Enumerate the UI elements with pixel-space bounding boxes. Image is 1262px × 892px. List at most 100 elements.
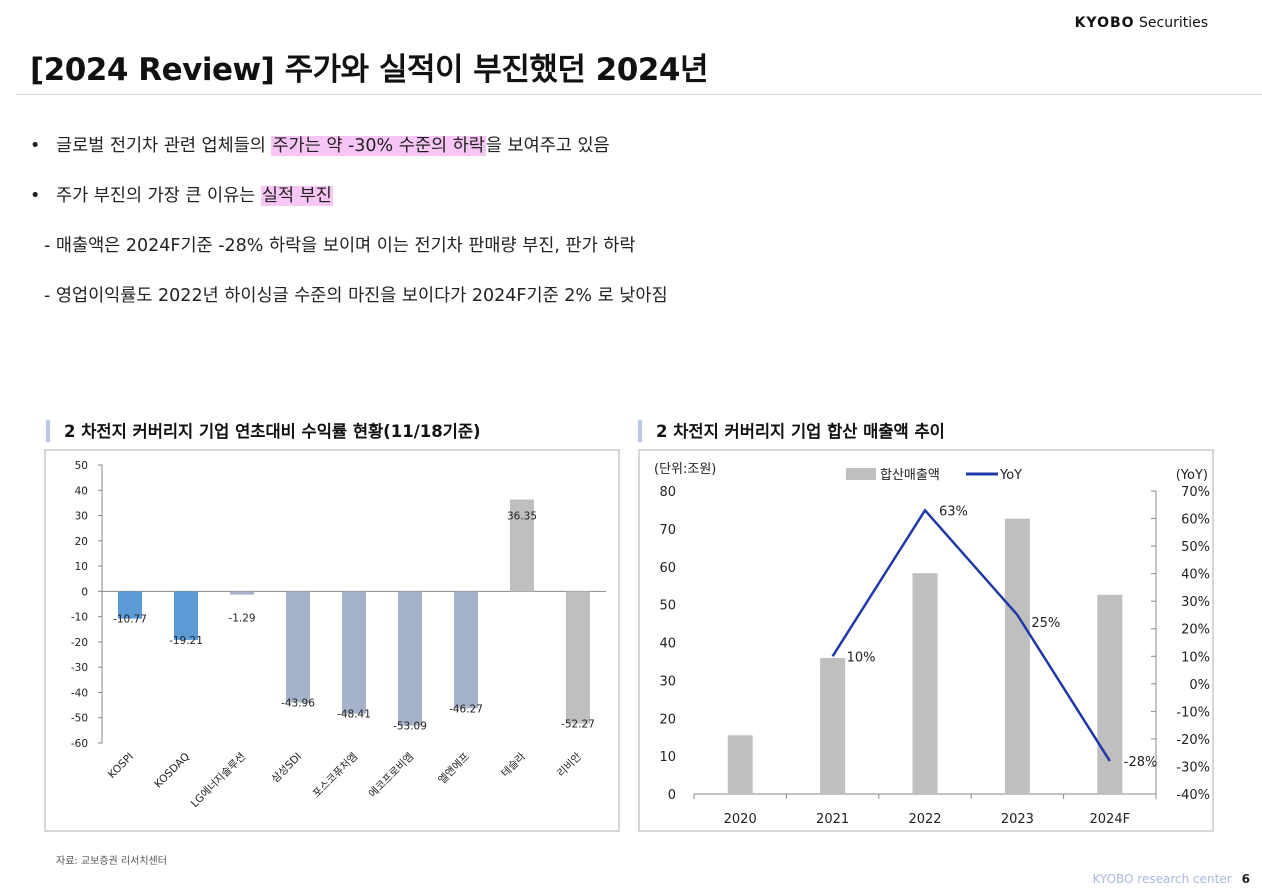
title-divider bbox=[16, 94, 1262, 95]
left-tick-label: 40 bbox=[659, 637, 676, 652]
x-tick-label: 2020 bbox=[724, 812, 757, 827]
bar-2023 bbox=[1004, 518, 1030, 794]
right-tick-label: 30% bbox=[1181, 595, 1210, 610]
title-accent bbox=[46, 419, 50, 442]
right-tick-label: 70% bbox=[1181, 485, 1210, 500]
bar-포스코퓨처엠 bbox=[342, 591, 366, 714]
sub-point: - 매출액은 2024F기준 -28% 하락을 보이며 이는 전기차 판매량 부… bbox=[44, 236, 636, 256]
bullet-item: • 글로벌 전기차 관련 업체들의 주가는 약 -30% 수준의 하락을 보여주고… bbox=[30, 136, 610, 156]
bar-LG에너지솔루션 bbox=[230, 591, 254, 595]
revenue-combo-chart: (단위:조원) (YoY) 합산매출액 YoY 80 70 60 50 40 30 20 10 0 70%… bbox=[654, 462, 1210, 827]
x-tick-label: LG에너지솔루션 bbox=[189, 751, 248, 810]
sub-point: - 영업이익률도 2022년 하이싱글 수준의 마진을 보이다가 2024F기준… bbox=[44, 286, 668, 306]
data-label: 36.35 bbox=[507, 510, 537, 522]
left-tick-label: 20 bbox=[659, 712, 676, 727]
left-tick-label: 30 bbox=[659, 674, 676, 689]
bar-KOSPI bbox=[118, 591, 142, 619]
x-tick-label: 2021 bbox=[816, 812, 849, 827]
y-tick-label: 10 bbox=[75, 561, 88, 573]
data-label: -1.29 bbox=[228, 612, 255, 624]
x-tick-label: 포스코퓨처엠 bbox=[311, 751, 360, 800]
highlight-text: 실적 부진 bbox=[260, 186, 333, 206]
page-title: [2024 Review] 주가와 실적이 부진했던 2024년 bbox=[30, 52, 708, 88]
highlight-text: 주가는 약 -30% 수준의 하락 bbox=[271, 136, 486, 156]
bar-2022 bbox=[912, 573, 938, 794]
left-tick-label: 10 bbox=[659, 750, 676, 765]
right-tick-label: -30% bbox=[1176, 760, 1210, 775]
x-tick-label: 에코프로비엠 bbox=[367, 751, 416, 800]
y-tick-label: 30 bbox=[75, 511, 88, 523]
data-label: -43.96 bbox=[281, 697, 315, 709]
data-label: -46.27 bbox=[449, 703, 483, 715]
page-number: 6 bbox=[1241, 872, 1250, 886]
bar-리비안 bbox=[566, 591, 590, 724]
x-tick-label: 삼성SDI bbox=[269, 751, 304, 786]
left-axis-unit: (단위:조원) bbox=[654, 462, 716, 477]
bullet-marker: • bbox=[30, 136, 41, 156]
bullet-marker: • bbox=[30, 186, 41, 206]
y-tick-label: -50 bbox=[71, 713, 88, 725]
y-tick-label: 50 bbox=[75, 460, 88, 472]
chart2-panel: (단위:조원) (YoY) 합산매출액 YoY 80 70 60 50 40 30 20 10 0 70%… bbox=[638, 449, 1214, 832]
chart1-panel: 50 40 30 20 10 0 -10 -20 -30 -40 -50 -60 -10.77 KOSPI… bbox=[44, 449, 620, 832]
right-tick-label: 0% bbox=[1189, 678, 1210, 693]
bar-테슬라 bbox=[510, 499, 534, 592]
brand-logo: KYOBO Securities bbox=[1074, 15, 1208, 31]
bar-엘앤에프 bbox=[454, 591, 478, 709]
x-tick-label: 2024F bbox=[1090, 812, 1131, 827]
yoy-data-label: -28% bbox=[1124, 755, 1158, 770]
x-tick-label: 엘앤에프 bbox=[436, 750, 473, 787]
footer: KYOBO research center 6 bbox=[1092, 872, 1250, 886]
right-tick-label: -10% bbox=[1176, 705, 1210, 720]
y-tick-label: 40 bbox=[75, 485, 88, 497]
yoy-data-label: 10% bbox=[847, 650, 876, 665]
right-tick-label: 60% bbox=[1181, 513, 1210, 528]
data-label: -48.41 bbox=[337, 709, 371, 721]
chart2-title: 2 차전지 커버리지 기업 합산 매출액 추이 bbox=[638, 418, 945, 444]
x-tick-label: 2022 bbox=[908, 812, 941, 827]
yoy-data-label: 25% bbox=[1031, 616, 1060, 631]
y-tick-label: -30 bbox=[71, 662, 88, 674]
x-tick-label: 2023 bbox=[1001, 812, 1034, 827]
bar-삼성SDI bbox=[286, 591, 310, 703]
source-note: 자료: 교보증권 리서치센터 bbox=[56, 856, 167, 867]
bar-2021 bbox=[820, 658, 846, 794]
y-tick-label: -10 bbox=[71, 612, 88, 624]
returns-bar-chart: 50 40 30 20 10 0 -10 -20 -30 -40 -50 -60 -10.77 KOSPI… bbox=[71, 460, 606, 810]
left-tick-label: 50 bbox=[659, 599, 676, 614]
y-tick-label: -40 bbox=[71, 687, 88, 699]
y-tick-label: -60 bbox=[71, 738, 88, 750]
bar-KOSDAQ bbox=[174, 591, 198, 640]
y-tick-label: 20 bbox=[75, 536, 88, 548]
bar-2024F bbox=[1097, 594, 1123, 794]
x-tick-label: 리비안 bbox=[555, 750, 584, 779]
title-accent bbox=[638, 419, 642, 442]
bullet-item: • 주가 부진의 가장 큰 이유는 실적 부진 bbox=[30, 186, 333, 206]
data-label: -53.09 bbox=[393, 721, 427, 733]
data-label: -19.21 bbox=[169, 635, 203, 647]
chart1-title: 2 차전지 커버리지 기업 연초대비 수익률 현황(11/18기준) bbox=[46, 418, 481, 444]
right-tick-label: 40% bbox=[1181, 568, 1210, 583]
left-tick-label: 60 bbox=[659, 561, 676, 576]
x-tick-label: KOSDAQ bbox=[152, 751, 192, 791]
data-label: -10.77 bbox=[113, 614, 147, 626]
right-tick-label: 20% bbox=[1181, 623, 1210, 638]
right-tick-label: 50% bbox=[1181, 540, 1210, 555]
yoy-line bbox=[831, 508, 1111, 762]
bar-에코프로비엠 bbox=[398, 591, 422, 726]
legend-bar-swatch bbox=[846, 468, 876, 480]
legend-bar-label: 합산매출액 bbox=[880, 468, 940, 483]
left-tick-label: 0 bbox=[668, 788, 676, 803]
left-tick-label: 70 bbox=[659, 523, 676, 538]
right-tick-label: 10% bbox=[1181, 650, 1210, 665]
legend-line-label: YoY bbox=[999, 468, 1022, 483]
x-tick-label: KOSPI bbox=[106, 751, 136, 781]
left-tick-label: 80 bbox=[659, 485, 676, 500]
y-tick-label: 0 bbox=[81, 586, 88, 598]
bar-2020 bbox=[727, 735, 753, 794]
y-tick-label: -20 bbox=[71, 637, 88, 649]
right-tick-label: -20% bbox=[1176, 733, 1210, 748]
yoy-data-label: 63% bbox=[939, 504, 968, 519]
right-axis-unit: (YoY) bbox=[1176, 468, 1208, 483]
right-tick-label: -40% bbox=[1176, 788, 1210, 803]
